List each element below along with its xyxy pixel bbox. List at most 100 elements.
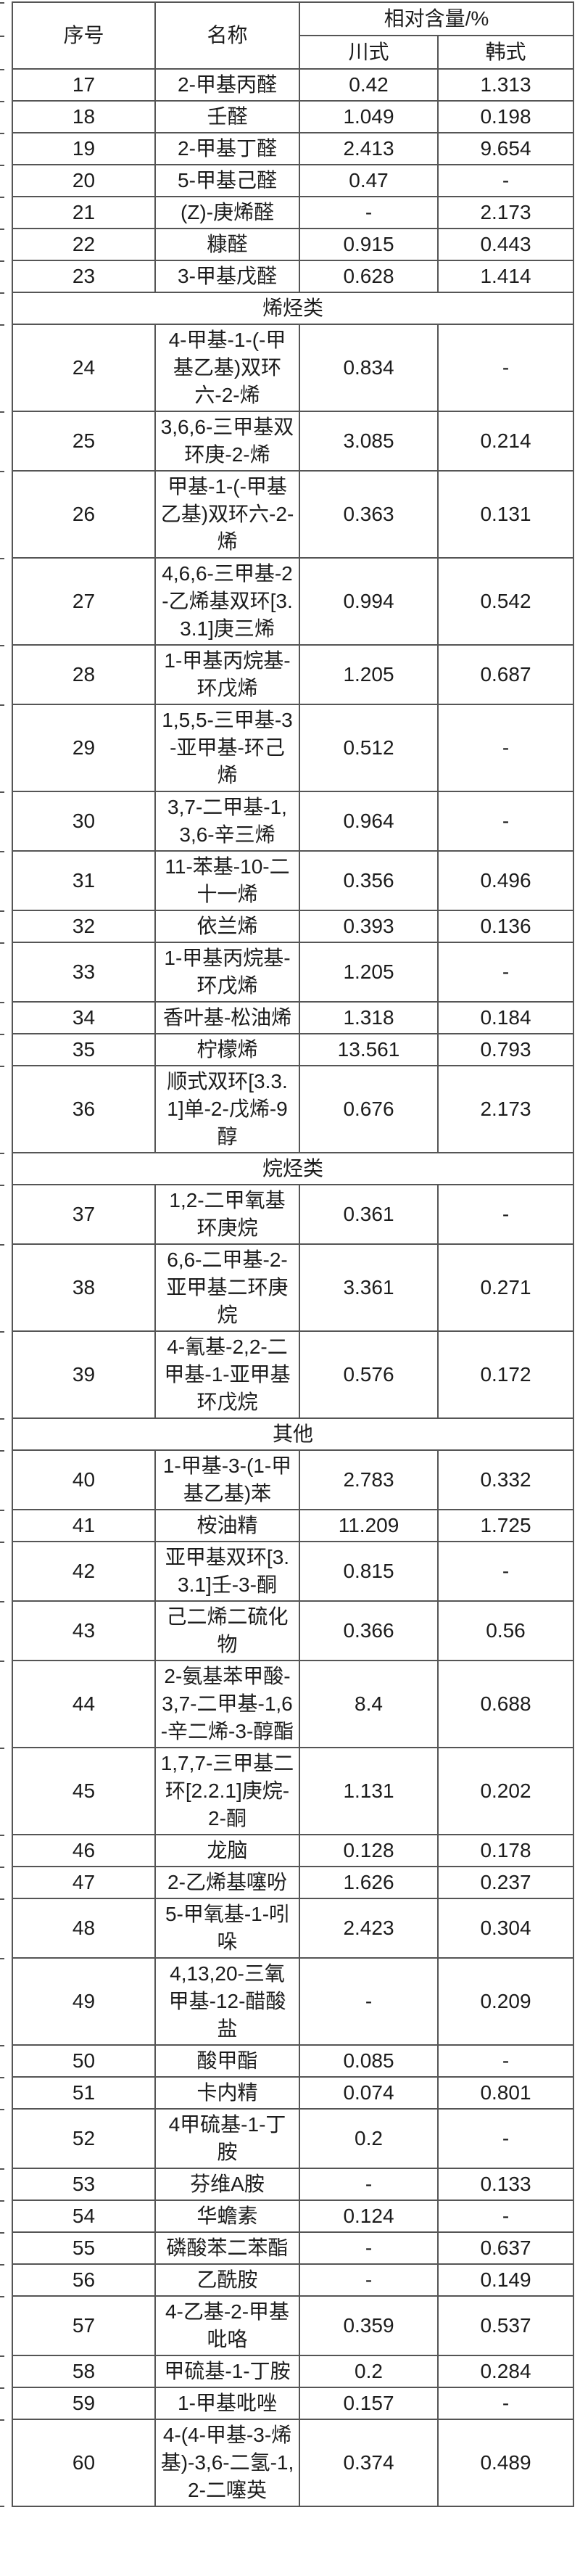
cropped-column-line-artifact [0, 1542, 4, 1543]
cell-han-value: 0.443 [437, 228, 574, 261]
cropped-column-line-artifact [0, 2109, 4, 2110]
table-row: 50 酸甲酯 0.085- [12, 2044, 574, 2078]
cell-compound-name: 11-苯基-10-二十一烯 [154, 850, 300, 911]
table-row: 24 4-甲基-1-(-甲基乙基)双环六-2-烯 0.834- [12, 324, 574, 412]
cell-han-value: 0.637 [437, 2231, 574, 2265]
cell-serial-number: 18 [12, 100, 156, 133]
table-row: 51 卡内精 0.074 0.801 [12, 2076, 574, 2110]
cell-chuan-value: 0.628 [299, 260, 439, 293]
cell-compound-name: 桉油精 [154, 1509, 300, 1542]
cell-compound-name: 依兰烯 [154, 910, 300, 943]
table-row: 27 4,6,6-三甲基-2-乙烯基双环[3.3.1]庚三烯 0.994 0.542 [12, 557, 574, 646]
cropped-column-line-artifact [0, 1661, 4, 1662]
cell-serial-number: 55 [12, 2231, 156, 2265]
header-col-chuan: 川式 [299, 35, 439, 70]
cell-compound-name: 2-甲基丙醛 [154, 68, 300, 102]
header-row-sub: 川式 韩式 [12, 35, 574, 70]
cell-han-value: - [437, 704, 574, 792]
table-row: 53 芬维A胺 -0.133 [12, 2168, 574, 2201]
cropped-column-line-artifact [0, 101, 4, 102]
cell-han-value: - [437, 1184, 574, 1245]
cell-chuan-value: 0.964 [299, 791, 439, 852]
cell-compound-name: 亚甲基双环[3.3.1]壬-3-酮 [154, 1541, 300, 1602]
table-row: 43 己二烯二硫化物 0.366 0.56 [12, 1600, 574, 1661]
cell-han-value: 0.332 [437, 1449, 574, 1510]
cell-chuan-value: 0.834 [299, 324, 439, 412]
cell-chuan-value: 0.576 [299, 1330, 439, 1419]
cell-chuan-value: 1.626 [299, 1866, 439, 1899]
cell-han-value: - [437, 791, 574, 852]
cell-compound-name: 己二烯二硫化物 [154, 1600, 300, 1661]
table-row: 52 4甲硫基-1-丁胺 0.2- [12, 2108, 574, 2169]
cropped-column-line-artifact [0, 558, 4, 559]
cell-chuan-value: 0.2 [299, 2355, 439, 2388]
table-row: 38 6,6-二甲基-2-亚甲基二环庚烷 3.361 0.271 [12, 1243, 574, 1332]
cropped-column-line-artifact [0, 2077, 4, 2078]
table-row: 29 1,5,5-三甲基-3-亚甲基-环己烯 0.512- [12, 704, 574, 792]
cell-compound-name: 乙酰胺 [154, 2263, 300, 2297]
cell-serial-number: 54 [12, 2200, 156, 2233]
cell-han-value: - [437, 2044, 574, 2078]
cell-serial-number: 38 [12, 1243, 156, 1332]
cropped-column-line-artifact [0, 1034, 4, 1035]
cell-han-value: 0.133 [437, 2168, 574, 2201]
cell-serial-number: 25 [12, 411, 156, 472]
cell-han-value: 0.271 [437, 1243, 574, 1332]
cell-compound-name: 1-甲基-3-(1-甲基乙基)苯 [154, 1449, 300, 1510]
cell-serial-number: 51 [12, 2076, 156, 2110]
cell-chuan-value: 0.128 [299, 1834, 439, 1867]
cropped-column-line-artifact [0, 1418, 4, 1420]
cropped-column-line-artifact [0, 1066, 4, 1067]
cell-han-value: 0.136 [437, 910, 574, 943]
cell-chuan-value: 0.124 [299, 2200, 439, 2233]
section-title: 烯烃类 [12, 292, 574, 325]
cell-serial-number: 28 [12, 644, 156, 705]
section-title: 烷烃类 [12, 1152, 574, 1185]
cell-compound-name: 2-甲基丁醛 [154, 132, 300, 165]
cell-compound-name: 酸甲酯 [154, 2044, 300, 2078]
cropped-column-line-artifact [0, 197, 4, 198]
table-row: 39 4-氰基-2,2-二甲基-1-亚甲基环戊烷 0.576 0.172 [12, 1330, 574, 1419]
cropped-column-line-artifact [0, 411, 4, 413]
cell-chuan-value: 2.783 [299, 1449, 439, 1510]
cell-han-value: - [437, 942, 574, 1003]
cropped-column-line-artifact [0, 2168, 4, 2170]
cell-serial-number: 41 [12, 1509, 156, 1542]
cell-compound-name: 4,13,20-三氧甲基-12-醋酸盐 [154, 1957, 300, 2046]
table-header: 序号 名称 相对含量/% 川式 韩式 [12, 1, 574, 70]
cropped-column-line-artifact [0, 165, 4, 166]
cell-compound-name: 华蟾素 [154, 2200, 300, 2233]
cropped-column-line-artifact [0, 1244, 4, 1246]
table-row: 41 桉油精 11.209 1.725 [12, 1509, 574, 1542]
section-title: 其他 [12, 1417, 574, 1451]
table-body: 17 2-甲基丙醛 0.42 1.313 18 壬醛 1.049 0.198 19 2-甲基丁醛 2… [12, 68, 574, 2507]
cell-compound-name: 4-氰基-2,2-二甲基-1-亚甲基环戊烷 [154, 1330, 300, 1419]
cropped-column-line-artifact [0, 69, 4, 70]
cropped-column-line-artifact [0, 2296, 4, 2297]
cell-compound-name: 卡内精 [154, 2076, 300, 2110]
table-row: 55 磷酸苯二苯酯 -0.637 [12, 2231, 574, 2265]
cell-chuan-value: 0.915 [299, 228, 439, 261]
cell-compound-name: 壬醛 [154, 100, 300, 133]
cropped-column-line-artifact [0, 1958, 4, 1959]
cell-han-value: 0.537 [437, 2295, 574, 2356]
cell-compound-name: 糠醛 [154, 228, 300, 261]
compound-content-table: 序号 名称 相对含量/% 川式 韩式 17 2-甲基丙醛 0.42 1.313 18 壬醛… [12, 1, 574, 2507]
cell-han-value: - [437, 2200, 574, 2233]
cropped-column-line-artifact [0, 1153, 4, 1154]
cropped-column-line-artifact [0, 2200, 4, 2202]
table-row: 42 亚甲基双环[3.3.1]壬-3-酮 0.815- [12, 1541, 574, 1602]
table-row: 48 5-甲氧基-1-吲哚 2.423 0.304 [12, 1898, 574, 1959]
table-row: 49 4,13,20-三氧甲基-12-醋酸盐 -0.209 [12, 1957, 574, 2046]
cropped-column-line-artifact [0, 36, 4, 37]
cell-han-value: 9.654 [437, 132, 574, 165]
cell-chuan-value: - [299, 2263, 439, 2297]
table-row: 25 3,6,6-三甲基双环庚-2-烯 3.085 0.214 [12, 411, 574, 472]
cell-chuan-value: - [299, 1957, 439, 2046]
cell-serial-number: 53 [12, 2168, 156, 2201]
cell-han-value: 0.131 [437, 470, 574, 559]
cell-han-value: - [437, 1541, 574, 1602]
cropped-column-line-artifact [0, 791, 4, 793]
cell-han-value: 0.284 [437, 2355, 574, 2388]
header-row-top: 序号 名称 相对含量/% [12, 1, 574, 70]
